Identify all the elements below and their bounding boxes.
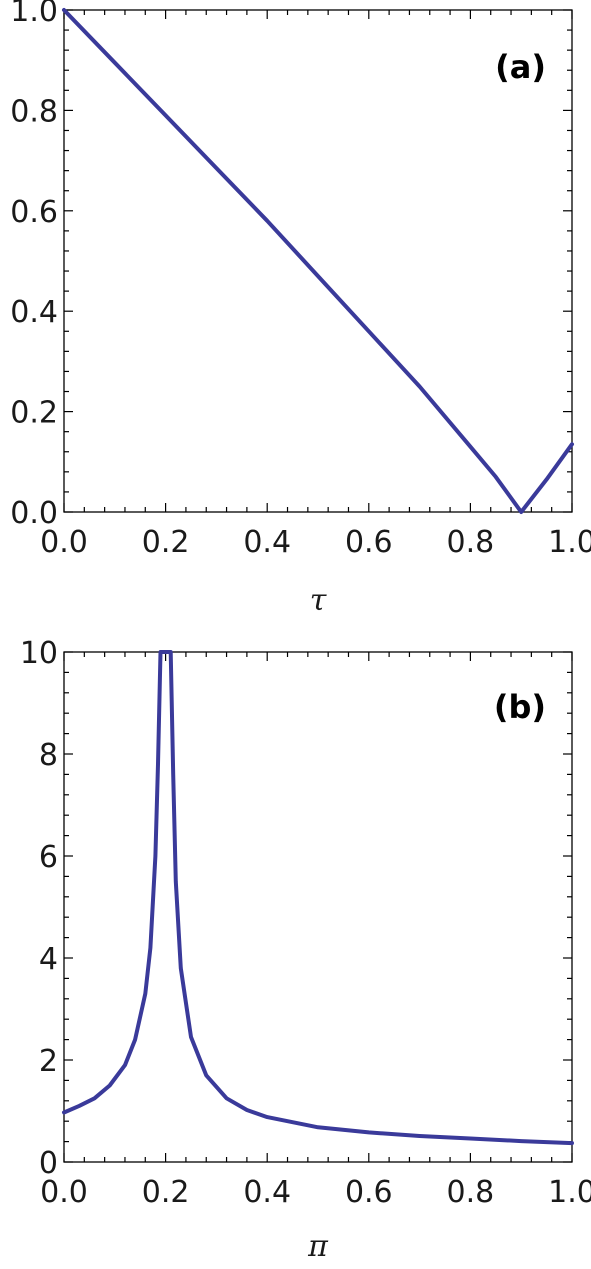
panel-b-y-tick-label: 2 [39, 1044, 58, 1079]
panel-b-x-tick-label: 0.6 [345, 1175, 393, 1210]
panel-a-y-tick-label: 0.2 [10, 396, 58, 431]
panel-a-y-tick-label: 0.0 [10, 496, 58, 531]
panel-a-x-axis-label: τ [310, 583, 327, 618]
panel-b-y-tick-label: 4 [39, 942, 58, 977]
panel-b-y-tick-label: 0 [39, 1146, 58, 1181]
panel-b-y-tick-labels: 0 2 4 6 8 10 [20, 636, 58, 1181]
panel-b-y-ticks [64, 651, 572, 1163]
panel-b-y-tick-label: 6 [39, 840, 58, 875]
panel-a-x-tick-label: 0.6 [345, 525, 393, 560]
panel-b-x-tick-label: 0.8 [447, 1175, 495, 1210]
panel-b-plot-frame [63, 651, 573, 1163]
panel-a-chart: 0.0 0.2 0.4 0.6 0.8 1.0 0.0 0.2 0.4 0.6 0.8 1.0 (a… [10, 0, 591, 618]
panel-b-chart: 0.0 0.2 0.4 0.6 0.8 1.0 0 2 4 6 8 10 (b) π [20, 636, 591, 1264]
panel-b-x-tick-label: 0.2 [142, 1175, 190, 1210]
panel-a-x-tick-label: 0.8 [447, 525, 495, 560]
panel-b-x-tick-labels: 0.0 0.2 0.4 0.6 0.8 1.0 [40, 1175, 591, 1210]
panel-b-x-axis-label: π [307, 1229, 329, 1264]
panel-b-series-line [62, 650, 574, 1146]
panel-a-x-tick-label: 1.0 [548, 525, 591, 560]
panel-a-series-line [62, 8, 574, 514]
panel-b-label: (b) [494, 688, 546, 726]
panel-b-y-tick-label: 10 [20, 636, 58, 671]
panel-b-y-tick-label: 8 [39, 738, 58, 773]
panel-a-y-tick-label: 0.6 [10, 195, 58, 230]
panel-a-plot-frame [63, 9, 573, 513]
panel-a-y-tick-label: 0.4 [10, 295, 58, 330]
panel-b-x-tick-label: 0.0 [40, 1175, 88, 1210]
panel-a-x-tick-label: 0.2 [142, 525, 190, 560]
panel-a-x-tick-label: 0.0 [40, 525, 88, 560]
panel-b-x-ticks [63, 652, 573, 1162]
panel-a-y-tick-labels: 0.0 0.2 0.4 0.6 0.8 1.0 [10, 0, 58, 531]
panel-a-y-tick-label: 1.0 [10, 0, 58, 29]
panel-a-x-tick-label: 0.4 [243, 525, 291, 560]
panel-a-label: (a) [495, 48, 546, 86]
panel-b-x-tick-label: 0.4 [243, 1175, 291, 1210]
panel-a-x-tick-labels: 0.0 0.2 0.4 0.6 0.8 1.0 [40, 525, 591, 560]
panel-b-x-tick-label: 1.0 [548, 1175, 591, 1210]
panel-a-y-ticks [64, 9, 572, 513]
panel-a-y-tick-label: 0.8 [10, 94, 58, 129]
panel-a-x-ticks [63, 10, 573, 512]
